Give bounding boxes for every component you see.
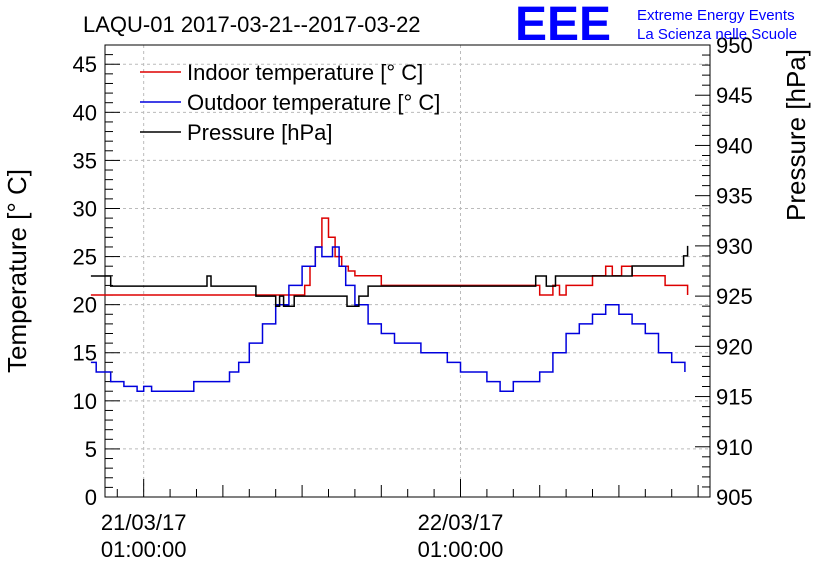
left-tick-label: 15 <box>73 341 97 366</box>
legend: Indoor temperature [° C] Outdoor tempera… <box>140 60 440 145</box>
right-tick-label: 930 <box>716 234 753 259</box>
right-tick-label: 910 <box>716 435 753 460</box>
left-tick-label: 0 <box>85 485 97 510</box>
eee-logo-line1: Extreme Energy Events <box>637 7 795 24</box>
left-tick-label: 40 <box>73 100 97 125</box>
x-tick-label-date: 22/03/17 <box>418 510 504 535</box>
right-tick-label: 925 <box>716 284 753 309</box>
x-tick-label-time: 01:00:00 <box>418 537 504 562</box>
left-tick-label: 25 <box>73 245 97 270</box>
left-tick-label: 30 <box>73 196 97 221</box>
left-axis-label: Temperature [° C] <box>2 169 32 373</box>
axes: 0 5 10 15 20 25 30 35 40 45 905 910 915 920 925 930 935 9… <box>73 33 753 562</box>
left-tick-label: 35 <box>73 148 97 173</box>
right-tick-label: 905 <box>716 485 753 510</box>
right-tick-label: 915 <box>716 385 753 410</box>
right-tick-label: 940 <box>716 133 753 158</box>
series-outdoor-temperature-c <box>90 246 686 392</box>
legend-label-pressure: Pressure [hPa] <box>187 120 333 145</box>
eee-logo: EEE Extreme Energy Events La Scienza nel… <box>515 0 797 51</box>
right-tick-label: 920 <box>716 334 753 359</box>
x-tick-label-date: 21/03/17 <box>101 510 187 535</box>
series-pressure-hpa <box>90 245 689 307</box>
right-axis-label: Pressure [hPa] <box>781 49 811 221</box>
series-lines <box>90 217 689 392</box>
right-tick-label: 935 <box>716 184 753 209</box>
left-tick-label: 5 <box>85 437 97 462</box>
legend-label-indoor: Indoor temperature [° C] <box>187 60 423 85</box>
x-tick-label-time: 01:00:00 <box>101 537 187 562</box>
right-tick-label: 950 <box>716 33 753 58</box>
eee-logo-mark: EEE <box>515 0 611 51</box>
chart-title: LAQU-01 2017-03-21--2017-03-22 <box>83 12 421 37</box>
legend-label-outdoor: Outdoor temperature [° C] <box>187 90 440 115</box>
eee-logo-line2: La Scienza nelle Scuole <box>637 26 797 43</box>
left-tick-label: 45 <box>73 52 97 77</box>
left-tick-label: 10 <box>73 389 97 414</box>
right-tick-label: 945 <box>716 83 753 108</box>
left-tick-label: 20 <box>73 293 97 318</box>
